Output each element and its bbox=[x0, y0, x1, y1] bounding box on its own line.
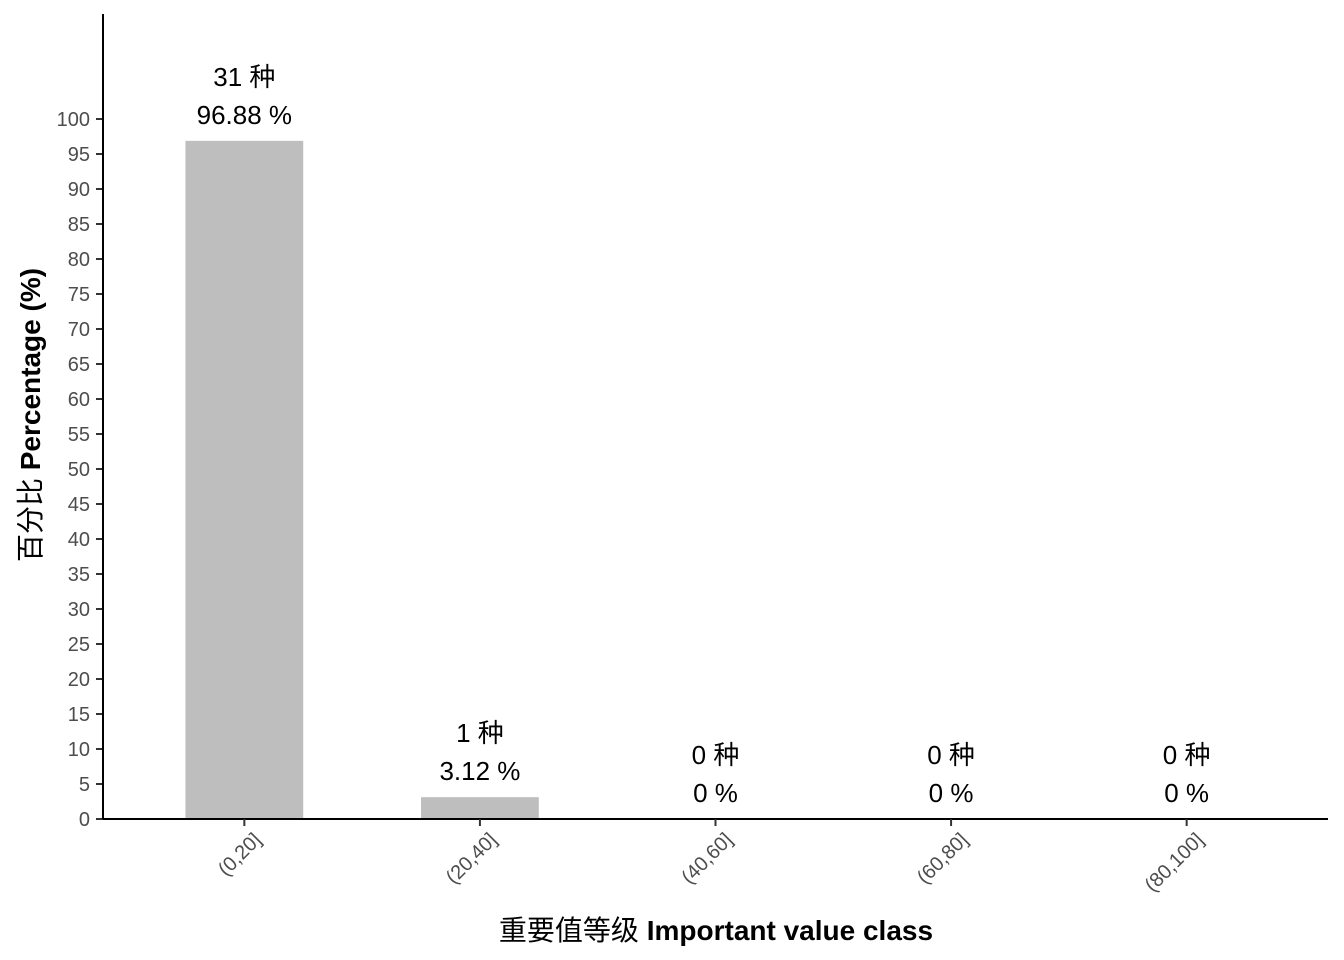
y-tick-label: 45 bbox=[68, 494, 90, 516]
y-tick-label: 0 bbox=[79, 809, 90, 831]
y-tick-label: 80 bbox=[68, 249, 90, 271]
y-tick-label: 70 bbox=[68, 319, 90, 341]
y-tick-label: 65 bbox=[68, 354, 90, 376]
y-tick-label: 5 bbox=[79, 774, 90, 796]
bar-percent-label: 96.88 % bbox=[197, 100, 292, 130]
y-tick-label: 25 bbox=[68, 634, 90, 656]
y-tick-label: 100 bbox=[57, 109, 90, 131]
y-tick-label: 75 bbox=[68, 284, 90, 306]
x-tick-label: (40,60] bbox=[677, 829, 737, 889]
bar-count-label: 1 种 bbox=[456, 718, 504, 748]
y-tick-label: 40 bbox=[68, 529, 90, 551]
x-axis-ticks: (0,20] (20,40] (40,60] (60,80] (80,100] bbox=[214, 819, 1208, 896]
x-tick-label: (80,100] bbox=[1141, 829, 1208, 896]
y-tick-label: 95 bbox=[68, 144, 90, 166]
y-axis-ticks: 0 5 10 15 20 25 30 35 40 45 50 55 60 65 70 75 80 85 90 95 10… bbox=[57, 109, 103, 831]
y-tick-label: 55 bbox=[68, 424, 90, 446]
x-tick-label: (60,80] bbox=[913, 829, 973, 889]
bar-count-label: 31 种 bbox=[213, 62, 275, 92]
y-tick-label: 90 bbox=[68, 179, 90, 201]
bar-labels-group: 31 种 96.88 % 1 种 3.12 % 0 种 0 % 0 种 0 % 0 种 0 % bbox=[197, 62, 1211, 808]
x-tick-label: (0,20] bbox=[214, 829, 266, 881]
bar-percent-label: 0 % bbox=[929, 778, 974, 808]
y-axis-title: 百分比 Percentage (%) bbox=[15, 268, 46, 562]
bar-percent-label: 0 % bbox=[693, 778, 738, 808]
bar-percent-label: 3.12 % bbox=[439, 756, 520, 786]
y-tick-label: 85 bbox=[68, 214, 90, 236]
y-tick-label: 30 bbox=[68, 599, 90, 621]
y-tick-label: 35 bbox=[68, 564, 90, 586]
y-tick-label: 10 bbox=[68, 739, 90, 761]
bar bbox=[421, 797, 539, 819]
bar-count-label: 0 种 bbox=[1163, 740, 1211, 770]
bar-count-label: 0 种 bbox=[692, 740, 740, 770]
x-axis-title: 重要值等级 Important value class bbox=[499, 915, 933, 946]
bars-group bbox=[185, 140, 539, 820]
x-tick-label: (20,40] bbox=[442, 829, 502, 889]
bar-percent-label: 0 % bbox=[1164, 778, 1209, 808]
bar-count-label: 0 种 bbox=[927, 740, 975, 770]
y-tick-label: 20 bbox=[68, 669, 90, 691]
bar bbox=[185, 140, 304, 820]
y-tick-label: 50 bbox=[68, 459, 90, 481]
y-tick-label: 60 bbox=[68, 389, 90, 411]
y-tick-label: 15 bbox=[68, 704, 90, 726]
